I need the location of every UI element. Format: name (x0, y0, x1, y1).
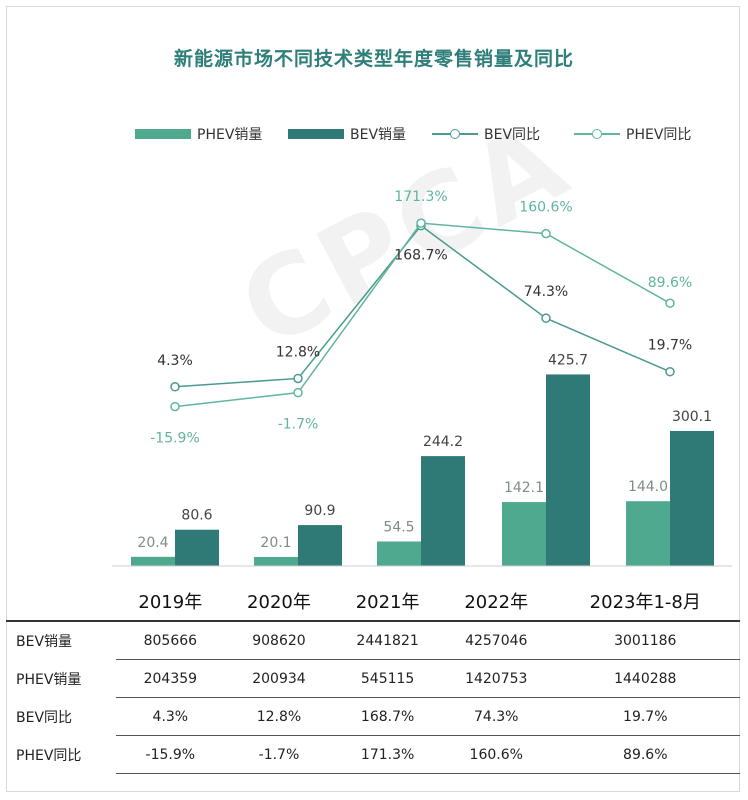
data-table: 2019年 2020年 2021年 2022年 2023年1-8月 BEV销量 … (6, 582, 740, 774)
table-cell: 204359 (116, 659, 225, 698)
line-label-bev: 74.3% (524, 284, 568, 300)
chart-frame (6, 6, 740, 792)
table-cell: 3001186 (550, 621, 740, 660)
table-cell: 545115 (333, 659, 442, 698)
table-cell: 168.7% (333, 697, 442, 736)
legend-label: BEV同比 (484, 127, 541, 143)
table-cell: 908620 (224, 621, 334, 660)
table-cell: 160.6% (441, 735, 551, 774)
table-cell: -15.9% (116, 735, 225, 774)
bar-bev (421, 456, 465, 566)
bar-bev (546, 374, 590, 566)
line-point (170, 401, 180, 412)
table-cell: 4257046 (441, 621, 551, 660)
bar-phev (377, 541, 421, 566)
table-row: BEV同比 4.3% 12.8% 168.7% 74.3% 19.7% (6, 697, 740, 736)
table-cell: 4.3% (116, 697, 225, 736)
table-cell: 171.3% (333, 735, 442, 774)
legend-line-phev (574, 128, 620, 140)
bar-phev (626, 501, 670, 566)
row-label: PHEV销量 (16, 671, 82, 688)
line-label-bev: 168.7% (394, 248, 447, 264)
line-point (416, 218, 426, 228)
legend-label: BEV销量 (350, 127, 407, 143)
bar-label: 54.5 (383, 519, 414, 535)
row-label: BEV销量 (16, 633, 73, 650)
line-point (293, 373, 303, 384)
bar-label: 90.9 (304, 503, 335, 519)
line-point (293, 387, 303, 398)
line-point (170, 382, 180, 392)
table-header: 2021年 (333, 582, 442, 622)
bar-bev (670, 430, 714, 566)
table-cell: 805666 (116, 621, 225, 660)
bar-label: 142.1 (504, 480, 544, 496)
line-label-bev: 12.8% (276, 344, 320, 360)
line-label-phev: 171.3% (394, 189, 447, 205)
legend-item-phev-sales: PHEV销量 (135, 122, 262, 146)
table-row: PHEV同比 -15.9% -1.7% 171.3% 160.6% 89.6% (6, 735, 740, 774)
legend-line-bev (432, 128, 478, 140)
table-cell: 1420753 (441, 659, 551, 698)
bar-label: 20.1 (260, 535, 291, 551)
bar-phev (254, 556, 298, 566)
table-header: 2019年 (116, 582, 225, 622)
line-label-phev: -1.7% (278, 417, 319, 433)
bar-bev (298, 525, 342, 566)
line-point (665, 298, 675, 308)
legend-item-bev-sales: BEV销量 (288, 122, 406, 146)
line-label-phev: 89.6% (648, 275, 692, 291)
legend-item-bev-yoy: BEV同比 (432, 122, 540, 146)
legend-label: PHEV销量 (197, 127, 263, 143)
legend-label: PHEV同比 (626, 127, 692, 143)
line-point (541, 228, 551, 239)
table-row: BEV销量 805666 908620 2441821 4257046 3001… (6, 621, 740, 660)
table-cell: 2441821 (333, 621, 442, 660)
table-corner (6, 582, 116, 622)
bar-bev (175, 529, 219, 566)
legend-swatch-bev (288, 129, 344, 139)
bar-label: 20.4 (137, 535, 168, 551)
table-header: 2022年 (441, 582, 551, 622)
line-point (541, 313, 551, 323)
table-cell: 200934 (224, 659, 334, 698)
table-cell: 89.6% (550, 735, 740, 774)
bar-label: 244.2 (423, 434, 463, 450)
table-row: PHEV销量 204359 200934 545115 1420753 1440… (6, 659, 740, 698)
bar-phev (131, 556, 175, 566)
bar-label: 144.0 (628, 479, 668, 495)
legend: PHEV销量 BEV销量 BEV同比 PHEV同比 (0, 122, 748, 146)
chart-title: 新能源市场不同技术类型年度零售销量及同比 (173, 48, 574, 70)
row-label: BEV同比 (16, 709, 73, 726)
table-header-row: 2019年 2020年 2021年 2022年 2023年1-8月 (6, 582, 740, 622)
bar-phev (502, 502, 546, 566)
legend-item-phev-yoy: PHEV同比 (574, 122, 691, 146)
table-cell: 19.7% (550, 697, 740, 736)
table-cell: 1440288 (550, 659, 740, 698)
table-cell: 74.3% (441, 697, 551, 736)
line-label-bev: 19.7% (648, 338, 692, 354)
table-header: 2023年1-8月 (550, 582, 740, 622)
table-cell: -1.7% (224, 735, 334, 774)
legend-swatch-phev (135, 129, 191, 139)
table-cell: 12.8% (224, 697, 334, 736)
line-label-phev: -15.9% (150, 431, 200, 447)
table-header: 2020年 (224, 582, 334, 622)
line-label-phev: 160.6% (519, 200, 572, 216)
bar-label: 300.1 (672, 409, 712, 425)
line-label-bev: 4.3% (157, 353, 193, 369)
row-label: PHEV同比 (16, 747, 82, 764)
line-point (665, 366, 675, 377)
bar-label: 80.6 (181, 508, 212, 524)
bar-label: 425.7 (548, 352, 588, 368)
